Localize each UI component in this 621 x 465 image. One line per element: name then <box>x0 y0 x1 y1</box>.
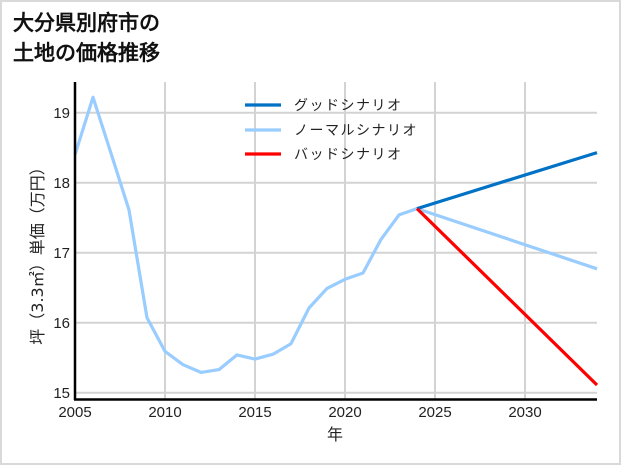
legend-label-bad: バッドシナリオ <box>294 147 403 163</box>
x-tick-label: 2030 <box>508 404 541 421</box>
legend-item-good: グッドシナリオ <box>245 98 403 114</box>
x-tick-label: 2020 <box>328 404 361 421</box>
chart-title: 大分県別府市の 土地の価格推移 <box>13 8 160 68</box>
y-tick-labels: 15 16 17 18 19 <box>53 105 70 402</box>
legend-item-normal: ノーマルシナリオ <box>245 123 418 139</box>
y-tick-label: 17 <box>53 245 70 262</box>
series-good-scenario <box>416 151 598 211</box>
gridlines <box>74 82 597 399</box>
chart-title-line-2: 土地の価格推移 <box>13 41 160 65</box>
y-tick-label: 19 <box>53 105 70 122</box>
legend: グッドシナリオ ノーマルシナリオ バッドシナリオ <box>245 98 418 163</box>
x-tick-labels: 2005 2010 2015 2020 2025 2030 <box>58 404 541 421</box>
y-axis-label: 坪（3.3㎡）単価（万円） <box>28 159 47 344</box>
series-lines <box>73 95 599 387</box>
x-tick-label: 2010 <box>148 404 181 421</box>
legend-label-normal: ノーマルシナリオ <box>294 123 418 139</box>
x-tick-label: 2015 <box>238 404 271 421</box>
x-tick-label: 2005 <box>58 404 91 421</box>
legend-item-bad: バッドシナリオ <box>245 147 403 163</box>
legend-label-good: グッドシナリオ <box>294 98 403 114</box>
series-bad-scenario <box>415 207 599 387</box>
chart-title-line-1: 大分県別府市の <box>13 11 160 35</box>
y-tick-label: 15 <box>53 385 70 402</box>
series-normal-scenario <box>73 95 598 374</box>
x-tick-label: 2025 <box>418 404 451 421</box>
y-tick-label: 18 <box>53 175 70 192</box>
y-tick-label: 16 <box>53 315 70 332</box>
x-axis-label: 年 <box>327 425 343 444</box>
